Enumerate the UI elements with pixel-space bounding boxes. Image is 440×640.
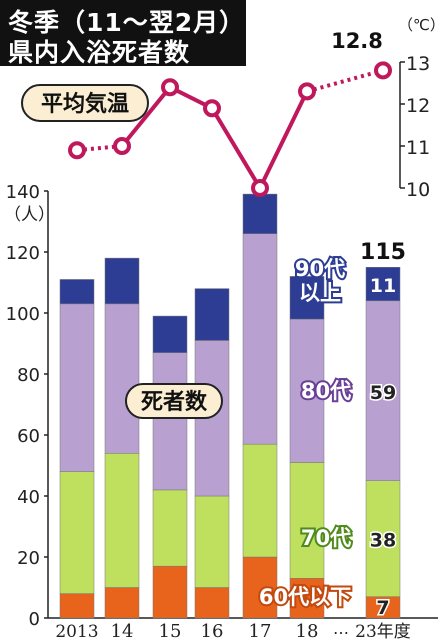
bar-segment-15-70代	[152, 489, 188, 567]
bar-value-label: 11	[370, 275, 396, 297]
title-box: 冬季（11〜翌2月）の 県内入浴死者数	[0, 0, 270, 67]
bar-title-box	[125, 383, 223, 419]
bar-title: 死者数	[141, 389, 208, 415]
bar-segment-23年度-80代	[365, 300, 401, 481]
line-point-17	[251, 179, 269, 197]
bar-segment-23年度-90代以上	[365, 267, 401, 302]
bar-total-label: 115	[360, 240, 406, 265]
bar-segment-14-90代以上	[104, 257, 140, 305]
bar-segment-2013-90代以上	[59, 279, 95, 305]
bar-y-tick-label: 60	[17, 426, 40, 447]
legend-label-60代以下: 60代以下	[259, 585, 351, 609]
legend-label-90s-line2: 以上	[299, 281, 341, 305]
bar-segment-18-90代以上	[289, 276, 325, 320]
legend-label-70代: 70代	[301, 526, 351, 550]
line-y-tick-label: 11	[406, 137, 430, 159]
bar-value-label: 59	[370, 382, 396, 404]
title-line-2: 県内入浴死者数	[8, 38, 191, 67]
bar-y-tick-label: 80	[17, 365, 40, 386]
bar-segment-18-80代	[289, 318, 325, 463]
bar-segment-18-70代	[289, 462, 325, 579]
line-point-16	[203, 99, 221, 118]
bar-segment-18-60代以下	[289, 578, 325, 619]
line-point-2013	[68, 141, 86, 160]
bar-value-label: 7	[376, 597, 389, 619]
line-point-18	[298, 82, 316, 101]
line-title-box	[21, 84, 149, 122]
bar-segment-14-60代以下	[104, 587, 140, 619]
bar-y-tick-label: 20	[17, 548, 40, 569]
bar-segment-2013-60代以下	[59, 593, 95, 619]
bar-segment-23年度-70代	[365, 480, 401, 597]
bar-segment-15-80代	[152, 352, 188, 491]
line-point-14	[113, 137, 131, 155]
bar-segment-15-90代以上	[152, 315, 188, 353]
bar-y-tick-label: 40	[17, 487, 40, 508]
bar-segment-2013-80代	[59, 303, 95, 472]
bar-segment-2013-70代	[59, 471, 95, 594]
bar-y-tick-label: 140	[6, 182, 40, 203]
line-value-label: 12.8	[331, 29, 383, 53]
line-segment-dotted	[306, 68, 384, 94]
bar-x-ellipsis: …	[333, 619, 349, 638]
bar-segment-17-80代	[242, 233, 278, 445]
bar-segment-17-90代以上	[242, 193, 278, 234]
bar-segment-15-60代以下	[152, 565, 188, 619]
bar-y-tick-label: 120	[6, 243, 40, 264]
line-point-23年度	[374, 61, 392, 80]
line-y-tick-label: 10	[406, 179, 430, 201]
line-y-tick-label: 12	[406, 95, 430, 117]
bar-value-label: 38	[370, 530, 396, 552]
line-point-15	[161, 78, 179, 97]
bar-x-tick-label: 16	[201, 621, 224, 640]
bar-segment-16-90代以上	[194, 288, 230, 341]
bar-x-tick-label: 17	[249, 621, 272, 640]
line-title: 平均気温	[41, 91, 129, 117]
bar-segment-14-80代	[104, 303, 140, 454]
bar-segment-16-70代	[194, 495, 230, 588]
bar-segment-17-70代	[242, 443, 278, 558]
bar-x-tick-label: 2013	[55, 622, 98, 640]
title-line-1: 冬季（11〜翌2月）の	[8, 8, 272, 37]
bar-y-tick-label: 0	[29, 609, 40, 630]
bar-x-tick-label: 14	[111, 621, 134, 640]
bar-y-tick-label: 100	[6, 304, 40, 325]
bar-segment-14-70代	[104, 453, 140, 588]
legend-label-90s-line1: 90代	[295, 257, 345, 281]
legend-label-80代: 80代	[301, 379, 351, 403]
bar-x-tick-label: 15	[159, 621, 182, 640]
line-unit-label: （℃）	[398, 16, 440, 34]
bar-x-tick-label: 18	[296, 621, 319, 640]
bar-segment-17-60代以下	[242, 556, 278, 619]
bar-segment-16-60代以下	[194, 587, 230, 619]
line-y-tick-label: 13	[406, 53, 430, 75]
bar-unit-label: （人）	[4, 205, 55, 225]
bar-x-tick-label: 23年度	[355, 622, 411, 640]
